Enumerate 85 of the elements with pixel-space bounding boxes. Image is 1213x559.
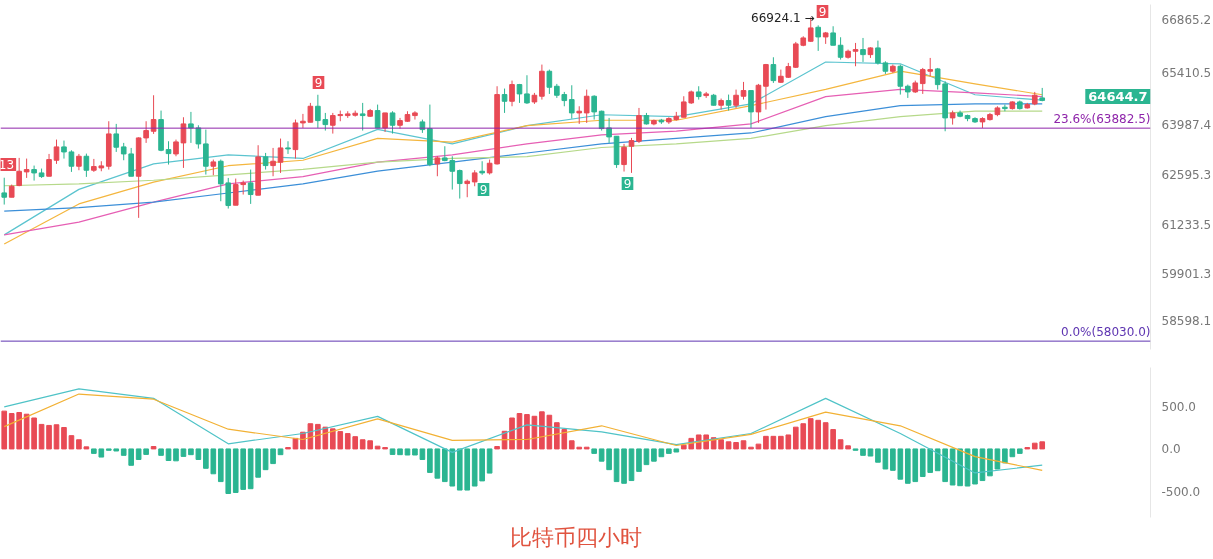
candlestick	[113, 123, 120, 153]
candlestick	[16, 157, 22, 187]
annotation: 66924.1 →	[751, 10, 815, 25]
candlestick	[509, 80, 515, 107]
candlestick	[897, 64, 904, 96]
y-tick-label: 58598.1	[1161, 313, 1212, 328]
candlestick	[860, 37, 866, 63]
candlestick	[247, 169, 254, 205]
y-tick-label: -500.0	[1161, 485, 1201, 500]
candlestick	[748, 90, 754, 129]
annotation: 9	[479, 183, 488, 197]
candlestick	[830, 25, 836, 46]
candlestick	[412, 110, 418, 121]
candlestick	[277, 138, 284, 174]
candlestick	[501, 88, 508, 114]
bar	[860, 448, 866, 456]
ref-line-label: 23.6%(63882.5)	[1053, 112, 1151, 127]
candlestick	[875, 40, 881, 66]
candlestick	[628, 137, 635, 174]
candlestick	[568, 84, 575, 120]
candlestick	[31, 165, 37, 182]
candlestick	[852, 42, 859, 67]
candlestick	[128, 147, 134, 177]
candlestick	[434, 155, 441, 177]
candlestick	[763, 63, 769, 111]
ref-line-label: 0.0%(58030.0)	[1061, 325, 1151, 340]
candlestick	[53, 139, 60, 165]
candlestick	[807, 16, 814, 43]
annotation: 9	[623, 177, 632, 191]
y-tick-label: 0.0	[1161, 442, 1181, 457]
candlestick	[718, 98, 724, 111]
candlestick	[23, 158, 30, 179]
candlestick	[270, 147, 276, 177]
annotation: 13	[0, 158, 15, 172]
candlestick	[68, 149, 75, 173]
candlestick	[195, 124, 202, 150]
y-tick-label: 61233.5	[1161, 218, 1212, 233]
y-tick-label: 63987.4	[1161, 117, 1212, 132]
bar	[277, 448, 284, 456]
candlestick	[61, 140, 67, 160]
candlestick	[591, 94, 597, 121]
candlestick	[770, 56, 777, 84]
candlestick	[606, 117, 612, 144]
candlestick	[733, 89, 739, 109]
y-tick-label: 66865.2	[1161, 13, 1212, 28]
bar	[53, 424, 60, 450]
bar	[1, 410, 8, 450]
candlestick	[46, 153, 52, 177]
candlestick	[203, 129, 209, 176]
bar	[486, 448, 493, 474]
candlestick	[165, 140, 172, 166]
bar	[740, 440, 747, 450]
text: 比特币四小时	[509, 524, 642, 550]
candlestick	[524, 74, 530, 105]
bar	[628, 448, 635, 482]
bar	[591, 448, 597, 454]
candlestick	[546, 69, 553, 95]
candlestick	[150, 94, 157, 135]
annotation: 9	[818, 5, 827, 19]
candlestick	[583, 89, 590, 124]
candlestick	[359, 102, 366, 132]
y-tick-label: 62595.3	[1161, 168, 1212, 183]
candlestick	[621, 143, 627, 173]
candlestick	[285, 140, 291, 155]
candlestick	[456, 169, 463, 200]
candlestick	[1, 177, 8, 206]
y-tick-label: 59901.3	[1161, 266, 1212, 281]
candlestick	[143, 120, 149, 144]
bar	[1017, 448, 1023, 454]
bar	[404, 448, 411, 456]
bar	[158, 448, 164, 456]
bar	[150, 446, 157, 450]
annotation: 9	[314, 76, 323, 90]
candlestick	[1002, 104, 1008, 112]
y-tick-label: 65410.5	[1161, 66, 1212, 81]
candlestick	[815, 24, 822, 52]
candlestick	[83, 153, 90, 178]
candlestick	[389, 110, 396, 135]
candlestick	[837, 36, 844, 61]
bar	[494, 446, 500, 450]
candlestick	[382, 112, 388, 133]
annotation: 64644.7	[1088, 89, 1148, 104]
bar	[165, 448, 172, 461]
y-tick-label: 500.0	[1161, 399, 1196, 414]
bar	[867, 448, 874, 457]
